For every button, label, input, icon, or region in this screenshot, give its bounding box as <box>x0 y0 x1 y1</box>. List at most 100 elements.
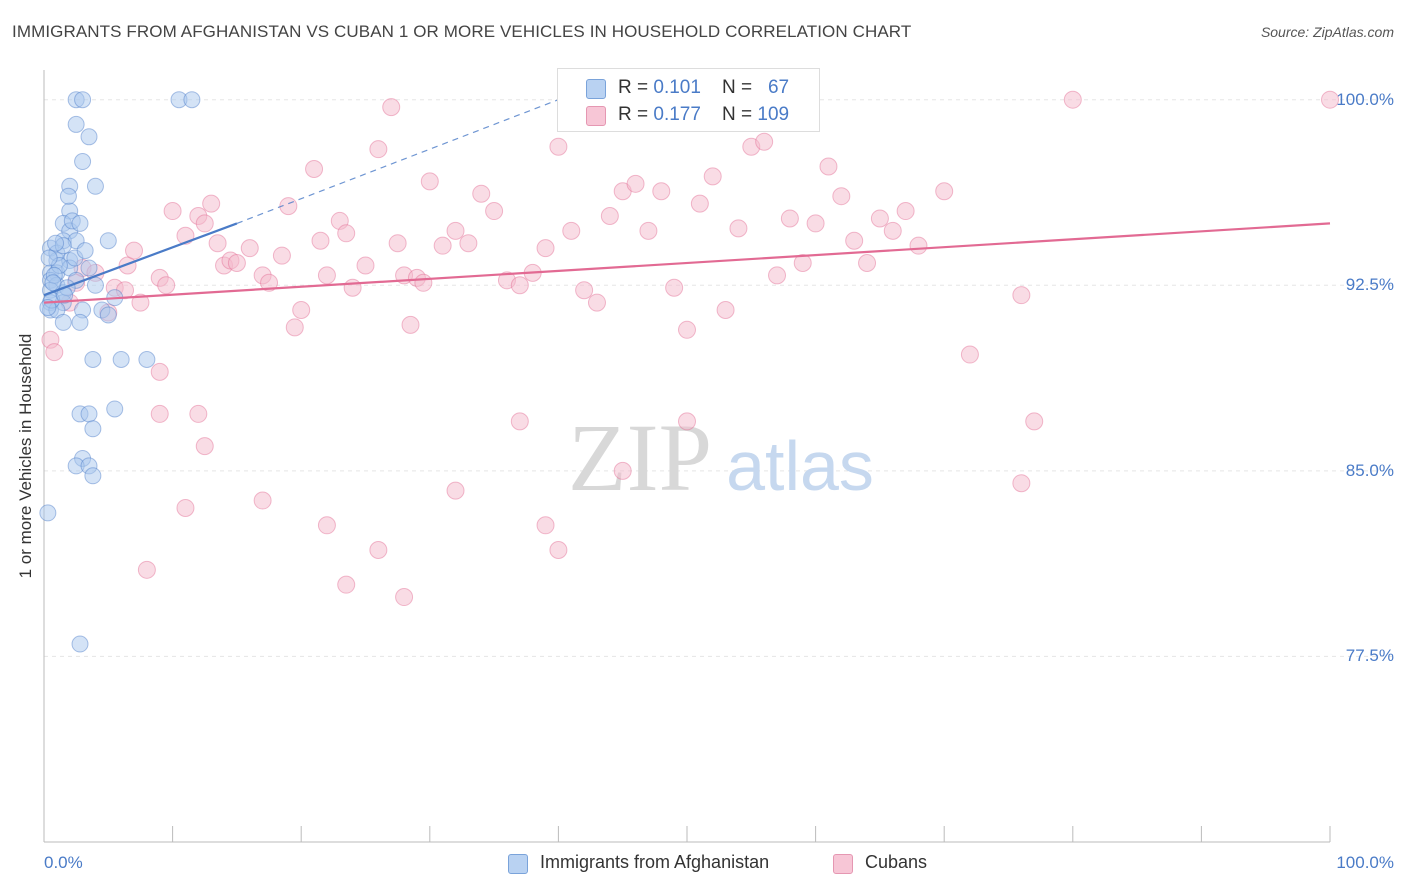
cuban-point <box>472 184 491 203</box>
watermark-atlas: atlas <box>726 427 874 505</box>
cuban-point <box>1012 286 1031 305</box>
cuban-point <box>1321 90 1339 109</box>
bottom-legend-label-cubans: Cubans <box>865 852 928 872</box>
cuban-point <box>459 234 478 253</box>
x-tick-label: 100.0% <box>1336 853 1394 872</box>
legend-swatch-cubans <box>586 106 606 126</box>
cuban-point <box>639 221 658 240</box>
cuban-point <box>317 516 336 535</box>
afghanistan-point <box>71 635 89 653</box>
afghanistan-point <box>47 234 65 252</box>
afghanistan-point <box>86 276 104 294</box>
cuban-point <box>613 182 632 201</box>
legend-r-label: R = <box>618 104 649 125</box>
afghanistan-points <box>39 91 201 653</box>
y-tick-label: 85.0% <box>1345 460 1394 480</box>
cuban-point <box>382 98 401 117</box>
afghanistan-point <box>84 351 102 368</box>
cuban-point <box>626 174 645 193</box>
cuban-point <box>806 214 825 233</box>
x-tick-label: 0.0% <box>44 853 83 872</box>
cuban-point <box>510 276 529 295</box>
cuban-point <box>575 281 594 300</box>
cuban-point <box>118 256 137 275</box>
legend-n-afghanistan: 67 <box>767 77 790 98</box>
cuban-point <box>433 236 452 255</box>
cuban-point <box>690 194 709 213</box>
cuban-point <box>1063 90 1082 109</box>
cuban-point <box>401 315 420 334</box>
cuban-point <box>337 224 356 243</box>
cuban-point <box>793 254 812 272</box>
cuban-point <box>587 293 606 312</box>
afghanistan-point <box>39 299 57 317</box>
cuban-point <box>253 491 272 510</box>
cuban-point <box>369 541 388 560</box>
cuban-point <box>388 234 407 253</box>
cuban-point <box>768 266 787 285</box>
y-tick-label: 100.0% <box>1336 89 1394 109</box>
cuban-point <box>369 140 388 159</box>
afghanistan-point <box>74 153 92 171</box>
afghanistan-point <box>80 405 98 423</box>
bottom-legend-swatch-afghanistan <box>508 854 528 874</box>
cuban-point <box>414 273 433 292</box>
cuban-point <box>1025 412 1044 431</box>
cuban-point <box>420 172 439 191</box>
cuban-point <box>240 239 259 258</box>
cuban-point <box>870 209 889 228</box>
legend-r-label: R = <box>618 77 649 98</box>
cuban-point <box>549 541 568 560</box>
cuban-point <box>896 202 915 221</box>
cuban-point <box>285 318 304 337</box>
cuban-point <box>678 320 696 339</box>
cuban-point <box>716 301 735 320</box>
cuban-point <box>562 221 581 240</box>
afghanistan-point <box>138 351 156 368</box>
cuban-point <box>510 412 529 431</box>
cuban-point <box>131 293 150 312</box>
cuban-point <box>549 137 568 156</box>
cuban-point <box>909 236 928 255</box>
cuban-point <box>356 256 375 275</box>
cuban-point <box>45 343 64 362</box>
y-tick-label: 77.5% <box>1345 646 1394 666</box>
y-tick-label: 92.5% <box>1345 275 1394 295</box>
afghanistan-point <box>86 177 104 195</box>
bottom-legend-swatch-cubans <box>833 854 853 874</box>
cuban-point <box>195 214 214 233</box>
cuban-point <box>292 301 311 320</box>
cuban-trend-line <box>43 222 1331 304</box>
cuban-point <box>678 412 696 431</box>
afghanistan-point <box>76 242 94 260</box>
cuban-point <box>845 231 864 250</box>
cuban-point <box>960 345 979 364</box>
cuban-point <box>176 498 195 517</box>
afghanistan-point <box>80 259 98 277</box>
afghanistan-point <box>84 420 102 438</box>
legend-n-cubans: 109 <box>757 104 790 125</box>
cuban-point <box>729 219 748 238</box>
legend-n-label: N = <box>722 104 753 125</box>
cuban-point <box>137 560 156 579</box>
afghanistan-trend-extension <box>236 99 559 224</box>
afghanistan-point <box>84 467 102 485</box>
legend-row-afghanistan: R = 0.101 N = 67 <box>558 75 819 101</box>
cuban-point <box>150 362 169 381</box>
afghanistan-trend-line <box>43 222 238 297</box>
cuban-point <box>935 182 954 201</box>
cuban-point <box>260 273 279 292</box>
cuban-point <box>125 241 144 260</box>
cuban-point <box>337 575 356 594</box>
afghanistan-point <box>67 115 85 133</box>
legend-row-cubans: R = 0.177 N = 109 <box>558 102 819 128</box>
cuban-point <box>317 266 336 285</box>
cuban-point <box>536 239 555 258</box>
cuban-point <box>652 182 671 201</box>
cuban-point <box>485 202 504 221</box>
afghanistan-point <box>40 249 58 267</box>
afghanistan-point <box>80 128 98 146</box>
cuban-point <box>536 516 555 535</box>
cuban-point <box>703 167 722 186</box>
cuban-point <box>208 234 227 253</box>
